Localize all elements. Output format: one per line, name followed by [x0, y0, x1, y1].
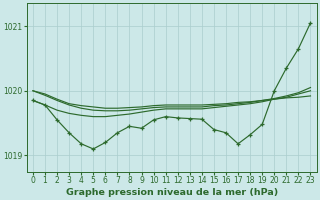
X-axis label: Graphe pression niveau de la mer (hPa): Graphe pression niveau de la mer (hPa) — [66, 188, 278, 197]
